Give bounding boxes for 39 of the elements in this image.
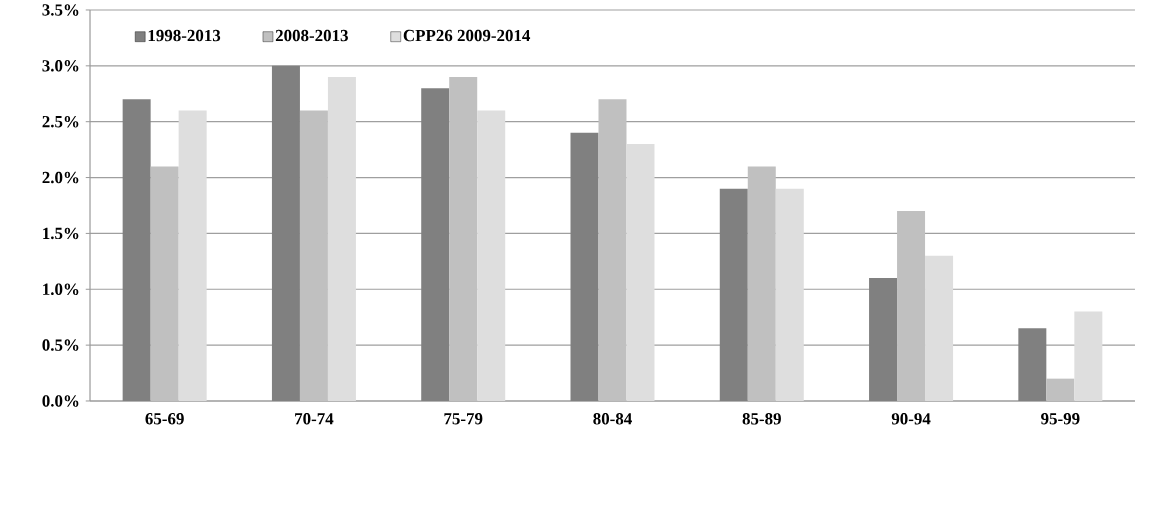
y-tick-label: 0.5% bbox=[42, 339, 79, 351]
bar bbox=[327, 77, 356, 401]
bar bbox=[747, 166, 776, 401]
y-tick-label: 1.0% bbox=[43, 283, 79, 296]
x-tick-label: 75-79 bbox=[444, 413, 483, 425]
y-tick-label: 3.0% bbox=[42, 60, 79, 72]
x-tick-label: 80-84 bbox=[593, 413, 632, 425]
x-tick-label: 65-69 bbox=[145, 413, 184, 425]
bar bbox=[925, 255, 954, 401]
bar bbox=[150, 166, 179, 401]
y-tick-label: 2.0% bbox=[42, 171, 79, 184]
x-tick-label: 90-94 bbox=[891, 413, 931, 425]
bar bbox=[570, 132, 599, 401]
bar bbox=[1018, 328, 1047, 401]
bar bbox=[271, 65, 300, 401]
bar bbox=[178, 110, 207, 401]
bar bbox=[1046, 378, 1075, 401]
x-tick-label: 95-99 bbox=[1041, 413, 1080, 425]
bar bbox=[1074, 311, 1103, 401]
bar bbox=[775, 188, 804, 401]
legend-label: CPP26 2009-2014 bbox=[403, 29, 531, 42]
bar bbox=[477, 110, 506, 401]
y-tick-label: 2.5% bbox=[42, 115, 79, 128]
x-tick-label: 85-89 bbox=[742, 413, 781, 425]
legend-label: 2008-2013 bbox=[275, 29, 348, 42]
bar bbox=[299, 110, 328, 401]
y-tick-label: 0.0% bbox=[42, 395, 79, 407]
bar bbox=[598, 99, 627, 401]
y-tick-label: 1.5% bbox=[43, 227, 79, 240]
bar bbox=[421, 88, 450, 401]
bar bbox=[449, 77, 478, 401]
bar bbox=[719, 188, 748, 401]
y-tick-label: 3.5% bbox=[42, 4, 79, 16]
bar bbox=[122, 99, 151, 401]
legend-label: 1998-2013 bbox=[148, 29, 221, 42]
bar bbox=[897, 211, 926, 401]
bar bbox=[869, 278, 898, 401]
bar bbox=[626, 144, 655, 401]
x-tick-label: 70-74 bbox=[295, 413, 334, 425]
